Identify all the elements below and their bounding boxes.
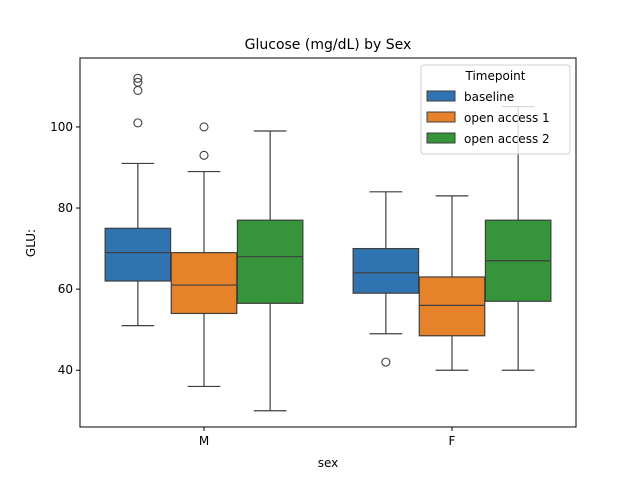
legend-label: baseline [464, 90, 514, 104]
legend-box [420, 64, 571, 155]
outlier-point [133, 85, 143, 95]
legend-swatch [426, 90, 456, 102]
outlier-point [133, 118, 143, 128]
legend-label: open access 1 [464, 111, 550, 125]
outlier-point [133, 73, 143, 83]
y-tick-label: 80 [58, 201, 73, 215]
box-baseline-F [352, 247, 420, 294]
outlier-point [381, 357, 391, 367]
y-axis-label: GLU: [24, 229, 38, 257]
y-axis: 40 60 80 100 [50, 120, 80, 377]
x-axis-label: sex [318, 456, 339, 470]
legend-title: Timepoint [465, 69, 526, 83]
box-open-access-2-M [236, 219, 304, 304]
outlier-point [199, 150, 209, 160]
plot-area [104, 73, 552, 412]
box-open-access-1-M [170, 252, 238, 315]
y-tick-label: 60 [58, 282, 73, 296]
y-tick-label: 40 [58, 363, 73, 377]
box-baseline-M [104, 227, 172, 282]
legend-swatch [426, 111, 456, 123]
chart-title: Glucose (mg/dL) by Sex [245, 37, 412, 53]
legend-swatch [426, 132, 456, 144]
box-open-access-1-F [418, 276, 486, 337]
axes-frame [79, 57, 577, 428]
legend: Timepoint baseline open access 1 open acces… [420, 64, 571, 155]
legend-label: open access 2 [464, 132, 550, 146]
outlier-point [199, 122, 209, 132]
x-tick-label: M [199, 434, 209, 448]
y-tick-label: 100 [50, 120, 73, 134]
outlier-point [133, 77, 143, 87]
x-tick-label: F [449, 434, 456, 448]
